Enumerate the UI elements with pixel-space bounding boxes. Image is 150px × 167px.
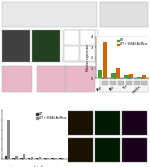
Bar xyxy=(118,69,124,73)
Bar xyxy=(64,30,79,45)
Bar xyxy=(54,158,57,159)
Bar xyxy=(134,39,140,43)
Bar xyxy=(110,69,116,73)
Bar xyxy=(2,30,30,62)
Bar xyxy=(126,51,132,55)
Bar xyxy=(129,74,133,78)
Bar xyxy=(100,37,148,92)
Bar xyxy=(134,63,140,67)
Bar xyxy=(141,69,147,73)
Bar xyxy=(37,66,67,92)
Bar xyxy=(141,75,147,79)
Bar xyxy=(118,81,124,85)
Bar xyxy=(2,2,97,27)
Bar xyxy=(62,158,64,159)
Bar xyxy=(134,45,140,49)
Bar xyxy=(23,154,25,159)
Bar xyxy=(118,75,124,79)
Bar xyxy=(102,39,108,43)
Bar xyxy=(134,69,140,73)
Bar xyxy=(118,51,124,55)
Bar xyxy=(102,63,108,67)
Bar xyxy=(126,75,132,79)
Bar xyxy=(4,156,7,159)
Bar xyxy=(126,57,132,61)
Bar xyxy=(36,158,38,159)
Bar xyxy=(126,63,132,67)
Bar xyxy=(141,63,147,67)
Bar xyxy=(102,81,108,85)
Bar xyxy=(141,81,147,85)
Bar xyxy=(118,63,124,67)
Bar xyxy=(110,75,116,79)
Bar xyxy=(95,111,120,135)
Bar xyxy=(110,63,116,67)
Legend: WT, WT + SSEA4 Ab/Meso: WT, WT + SSEA4 Ab/Meso xyxy=(117,38,147,47)
Bar xyxy=(51,158,54,159)
Bar xyxy=(134,51,140,55)
Bar xyxy=(111,73,116,78)
Bar xyxy=(141,51,147,55)
Bar xyxy=(122,111,147,135)
Bar xyxy=(134,81,140,85)
Bar xyxy=(110,51,116,55)
Bar xyxy=(59,158,62,159)
Bar xyxy=(110,81,116,85)
Bar xyxy=(137,77,142,78)
Y-axis label: Relative expression: Relative expression xyxy=(86,44,90,71)
Bar xyxy=(134,75,140,79)
Bar xyxy=(31,157,33,159)
Bar xyxy=(63,30,98,62)
Bar xyxy=(118,45,124,49)
Bar xyxy=(110,45,116,49)
Bar xyxy=(98,70,102,78)
Bar xyxy=(39,157,41,159)
Bar xyxy=(118,39,124,43)
Bar xyxy=(80,46,95,61)
Bar xyxy=(28,158,30,159)
Bar xyxy=(95,138,120,162)
Bar xyxy=(100,2,148,27)
Bar xyxy=(116,68,120,78)
Bar xyxy=(15,156,18,159)
Bar xyxy=(20,158,23,159)
Bar xyxy=(126,39,132,43)
Bar xyxy=(103,42,107,78)
Bar xyxy=(126,81,132,85)
Bar xyxy=(65,66,95,92)
Bar xyxy=(118,57,124,61)
Bar xyxy=(134,57,140,61)
Bar xyxy=(46,158,49,159)
Bar xyxy=(64,46,79,61)
Bar xyxy=(2,66,32,92)
Bar xyxy=(142,75,146,78)
Bar xyxy=(80,30,95,45)
Bar xyxy=(102,75,108,79)
Bar xyxy=(141,57,147,61)
Bar xyxy=(12,158,15,159)
Bar xyxy=(32,30,60,62)
Bar xyxy=(124,75,129,78)
Bar xyxy=(126,69,132,73)
Bar xyxy=(7,120,10,159)
Bar xyxy=(122,138,147,162)
Bar xyxy=(110,57,116,61)
Bar xyxy=(141,39,147,43)
Bar xyxy=(110,39,116,43)
Bar xyxy=(68,138,93,162)
Bar xyxy=(102,51,108,55)
Bar xyxy=(102,57,108,61)
Bar xyxy=(126,45,132,49)
Bar xyxy=(102,69,108,73)
Bar xyxy=(68,111,93,135)
Legend: WT, WT + SSEA4 Ab/Meso: WT, WT + SSEA4 Ab/Meso xyxy=(36,111,66,120)
Bar xyxy=(44,158,46,159)
Bar xyxy=(102,45,108,49)
Bar xyxy=(141,45,147,49)
